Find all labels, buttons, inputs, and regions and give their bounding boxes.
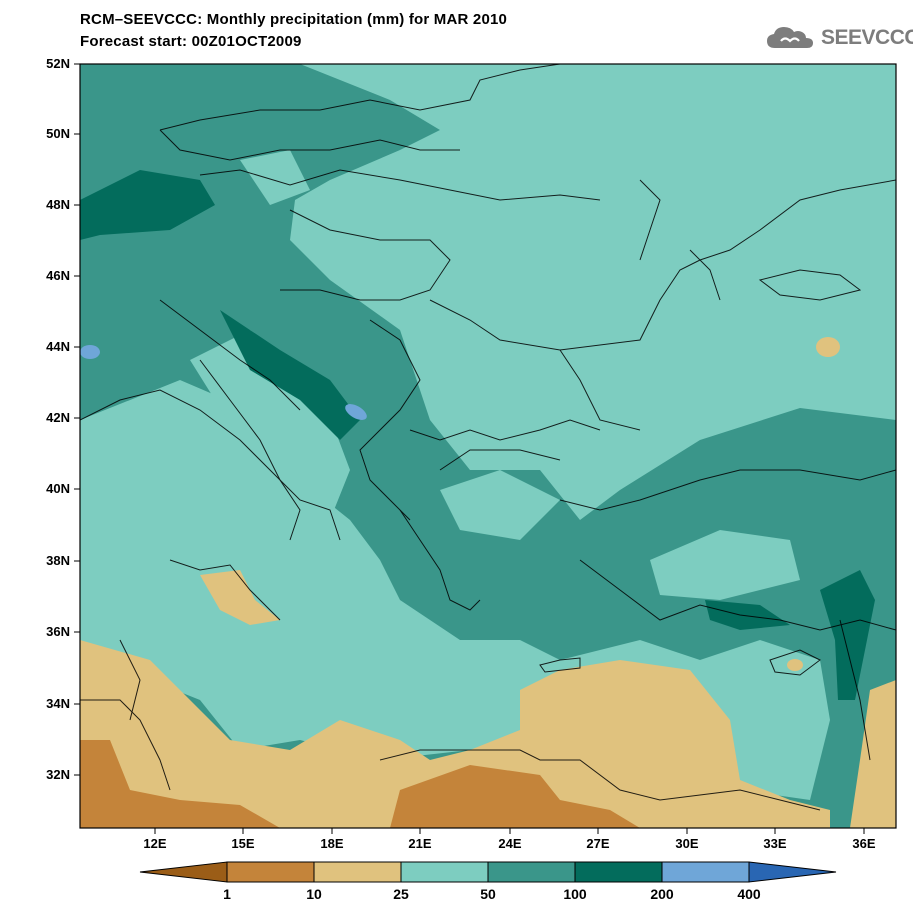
lon-label: 18E [320,836,344,851]
lon-label: 21E [408,836,432,851]
lat-label: 38N [46,553,70,568]
lat-label: 52N [46,56,70,71]
colorbar-label: 25 [393,886,409,902]
colorbar-segment-1-10 [226,861,315,883]
forecast-start: Forecast start: 00Z01OCT2009 [80,33,302,50]
map-title: RCM–SEEVCCC: Monthly precipitation (mm) … [80,11,508,28]
colorbar-segment-below-1 [139,861,228,883]
seevccc-logo: SEEVCCC [765,24,913,52]
colorbar-segment-200-400 [661,861,750,883]
lon-label: 27E [586,836,610,851]
lon-label: 24E [498,836,522,851]
colorbar-segment-10-25 [313,861,402,883]
zone-200-400 [80,345,367,420]
cloud-icon [767,27,813,48]
lat-label: 36N [46,624,70,639]
colorbar-label: 400 [737,886,761,902]
colorbar-segment-50-100 [487,861,576,883]
lon-label: 36E [852,836,876,851]
lon-label: 33E [763,836,787,851]
colorbar-label: 200 [650,886,674,902]
colorbar-segment-above-400 [748,861,837,883]
lon-label: 30E [675,836,699,851]
lat-label: 46N [46,268,70,283]
lon-label: 15E [231,836,255,851]
lat-label: 34N [46,696,70,711]
logo-text: SEEVCCC [821,26,913,49]
colorbar-label: 10 [306,886,322,902]
lat-label: 50N [46,126,70,141]
colorbar-label: 100 [563,886,587,902]
lat-label: 40N [46,481,70,496]
zone-1-10 [80,740,640,828]
colorbar-label: 1 [223,886,231,902]
lon-label: 12E [143,836,167,851]
map-frame [79,63,897,829]
colorbar-label: 50 [480,886,496,902]
lat-label: 32N [46,767,70,782]
zone-100-200 [80,170,875,700]
lat-label: 48N [46,197,70,212]
colorbar-segment-25-50 [400,861,489,883]
lat-ticks [74,63,80,776]
map-field [80,64,896,828]
zone-10-25 [80,337,896,828]
lat-label: 42N [46,410,70,425]
lat-label: 44N [46,339,70,354]
lon-ticks [154,828,865,834]
colorbar-segment-100-200 [574,861,663,883]
colorbar [139,861,837,883]
borders [80,64,896,811]
